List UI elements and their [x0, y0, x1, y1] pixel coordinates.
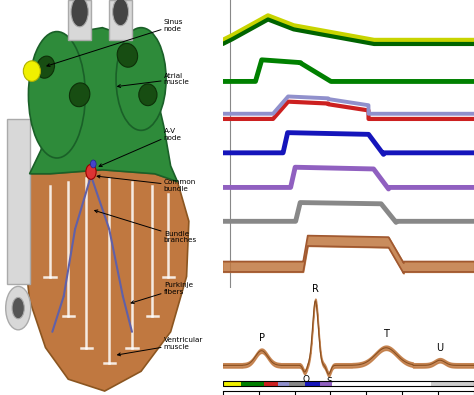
- Text: Atrial
muscle: Atrial muscle: [118, 73, 190, 88]
- Text: Bundle
branches: Bundle branches: [95, 210, 197, 243]
- Text: Common
bundle: Common bundle: [97, 175, 196, 192]
- Bar: [223, 381, 241, 386]
- Polygon shape: [68, 0, 91, 40]
- Bar: [289, 381, 305, 386]
- Ellipse shape: [69, 83, 90, 107]
- Text: Purkinje
fibers: Purkinje fibers: [131, 282, 193, 303]
- Bar: [241, 381, 264, 386]
- Text: Sinus
node: Sinus node: [47, 19, 183, 66]
- Text: R: R: [312, 284, 319, 294]
- Ellipse shape: [36, 56, 55, 78]
- Circle shape: [71, 0, 88, 27]
- Polygon shape: [7, 118, 29, 284]
- Bar: [305, 381, 319, 386]
- Ellipse shape: [91, 160, 96, 168]
- Ellipse shape: [116, 28, 166, 130]
- Text: U: U: [437, 343, 444, 353]
- Circle shape: [113, 0, 128, 26]
- Bar: [278, 381, 289, 386]
- Polygon shape: [109, 0, 132, 40]
- Text: T: T: [383, 329, 389, 339]
- Text: A-V
node: A-V node: [99, 128, 182, 167]
- Ellipse shape: [28, 32, 85, 158]
- Text: P: P: [258, 333, 264, 343]
- Circle shape: [12, 297, 24, 319]
- Bar: [223, 381, 474, 386]
- Text: Q: Q: [302, 374, 310, 384]
- Ellipse shape: [23, 61, 40, 81]
- Circle shape: [6, 286, 31, 330]
- Text: S: S: [327, 377, 333, 386]
- Polygon shape: [29, 28, 177, 182]
- Bar: [264, 381, 278, 386]
- Ellipse shape: [86, 164, 96, 179]
- Ellipse shape: [117, 43, 137, 67]
- Bar: [431, 381, 474, 386]
- Ellipse shape: [139, 84, 157, 106]
- Bar: [319, 381, 332, 386]
- Text: Ventricular
muscle: Ventricular muscle: [118, 337, 203, 356]
- Polygon shape: [23, 170, 189, 391]
